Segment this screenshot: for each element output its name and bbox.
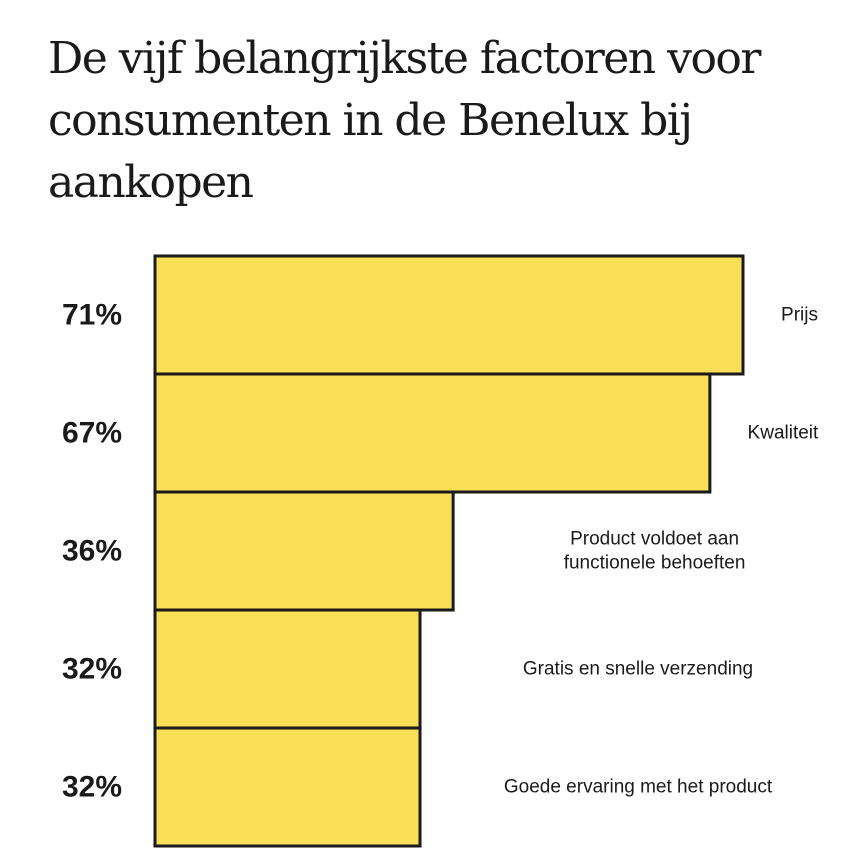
chart-title: De vijf belangrijkste factoren voor cons…: [48, 33, 761, 208]
value-label-3: 36%: [62, 535, 122, 568]
category-label-1: Prijs: [781, 305, 818, 326]
bar-1: [153, 254, 745, 376]
bar-2: [153, 372, 712, 494]
value-label-1: 71%: [62, 299, 122, 332]
category-label-3: Product voldoet aan functionele behoeften: [564, 529, 746, 574]
bar-3: [153, 490, 455, 612]
value-label-5: 32%: [62, 771, 122, 804]
category-label-4: Gratis en snelle verzending: [523, 659, 753, 680]
bar-5: [153, 726, 422, 848]
bar-4: [153, 608, 422, 730]
value-label-4: 32%: [62, 653, 122, 686]
value-label-2: 67%: [62, 417, 122, 450]
category-label-5: Goede ervaring met het product: [504, 777, 773, 798]
category-label-2: Kwaliteit: [748, 423, 819, 444]
